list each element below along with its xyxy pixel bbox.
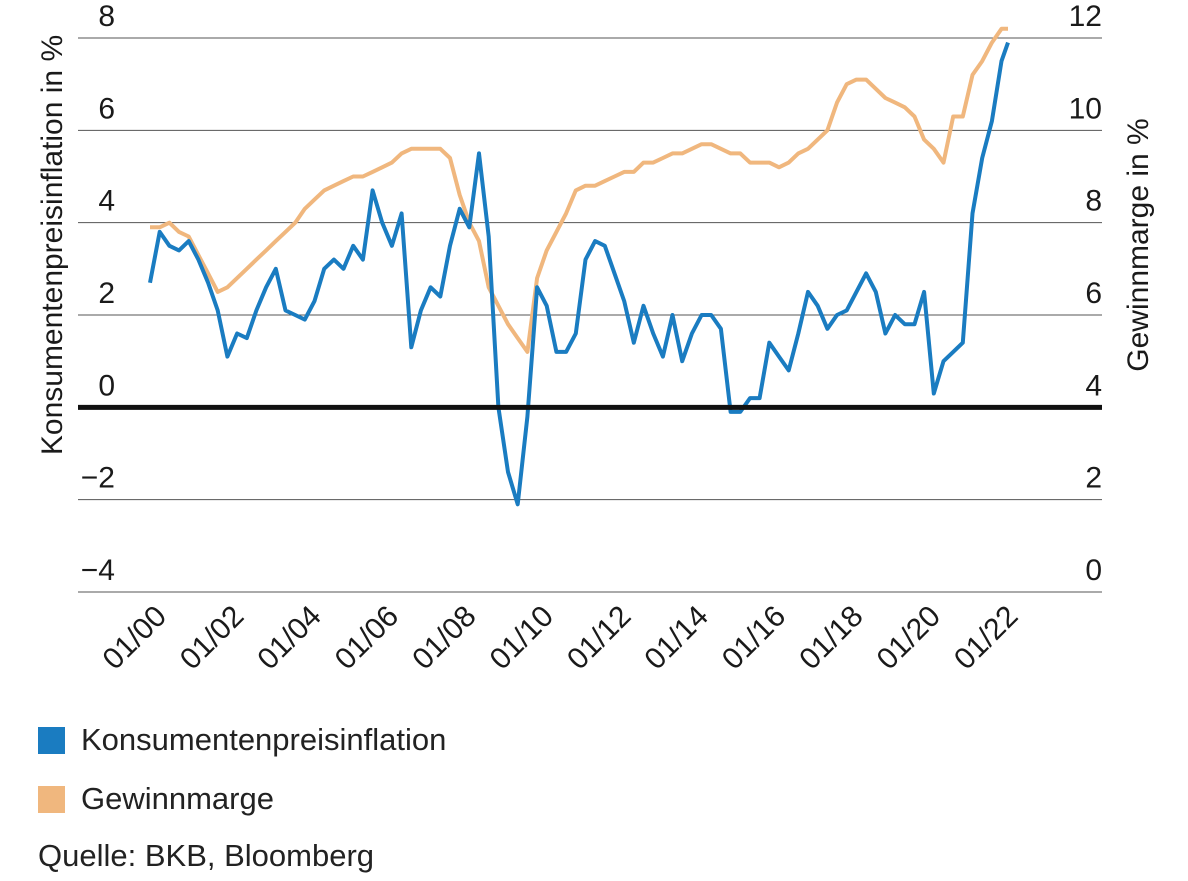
- x-tick-label: 01/10: [484, 600, 560, 676]
- right-tick-label: 2: [1085, 462, 1102, 495]
- right-tick-label: 12: [1069, 0, 1102, 33]
- left-tick-label: 6: [98, 92, 115, 125]
- right-tick-label: 4: [1085, 369, 1102, 402]
- left-tick-label: 0: [98, 369, 115, 402]
- legend-swatch-inflation: [38, 726, 65, 754]
- x-tick-label: 01/08: [406, 600, 482, 676]
- x-tick-label: 01/12: [561, 600, 637, 676]
- left-axis-title: Konsumentenpreisinflation in %: [36, 35, 69, 455]
- left-tick-label: −4: [81, 554, 115, 587]
- legend-label-margin: Gewinnmarge: [81, 781, 274, 816]
- legend-swatch-margin: [38, 785, 65, 813]
- grid-lines: [78, 37, 1102, 593]
- series-line-gewinnmarge: [150, 26, 1008, 354]
- x-tick-label: 01/00: [97, 600, 173, 676]
- right-tick-label: 10: [1069, 92, 1102, 125]
- x-axis-ticks: 01/00 01/02 01/04 01/06 01/08 01/10 01/12 01/14…: [97, 600, 1025, 676]
- right-axis-title: Gewinnmarge in %: [1122, 118, 1155, 371]
- right-tick-label: 8: [1085, 185, 1102, 218]
- left-tick-label: 4: [98, 185, 115, 218]
- x-tick-label: 01/20: [871, 600, 947, 676]
- x-tick-label: 01/04: [251, 600, 327, 676]
- x-tick-label: 01/14: [638, 600, 714, 676]
- left-tick-label: −2: [81, 462, 115, 495]
- right-tick-label: 0: [1085, 554, 1102, 587]
- source-note: Quelle: BKB, Bloomberg: [38, 838, 375, 873]
- left-tick-label: 2: [98, 277, 115, 310]
- right-axis-ticks: 0 2 4 6 8 10 12: [1069, 0, 1102, 587]
- left-tick-label: 8: [98, 0, 115, 33]
- legend-item-margin: Gewinnmarge: [38, 781, 274, 817]
- legend-label-inflation: Konsumentenpreisinflation: [81, 722, 447, 757]
- right-tick-label: 6: [1085, 277, 1102, 310]
- legend-item-inflation: Konsumentenpreisinflation: [38, 722, 446, 758]
- x-tick-label: 01/18: [793, 600, 869, 676]
- series-lines: [148, 26, 1010, 507]
- x-tick-label: 01/02: [174, 600, 250, 676]
- x-tick-label: 01/22: [948, 600, 1024, 676]
- left-axis-ticks: −4 −2 0 2 4 6 8: [81, 0, 115, 587]
- x-tick-label: 01/06: [329, 600, 405, 676]
- series-line-inflation: [148, 41, 1010, 507]
- x-tick-label: 01/16: [716, 600, 792, 676]
